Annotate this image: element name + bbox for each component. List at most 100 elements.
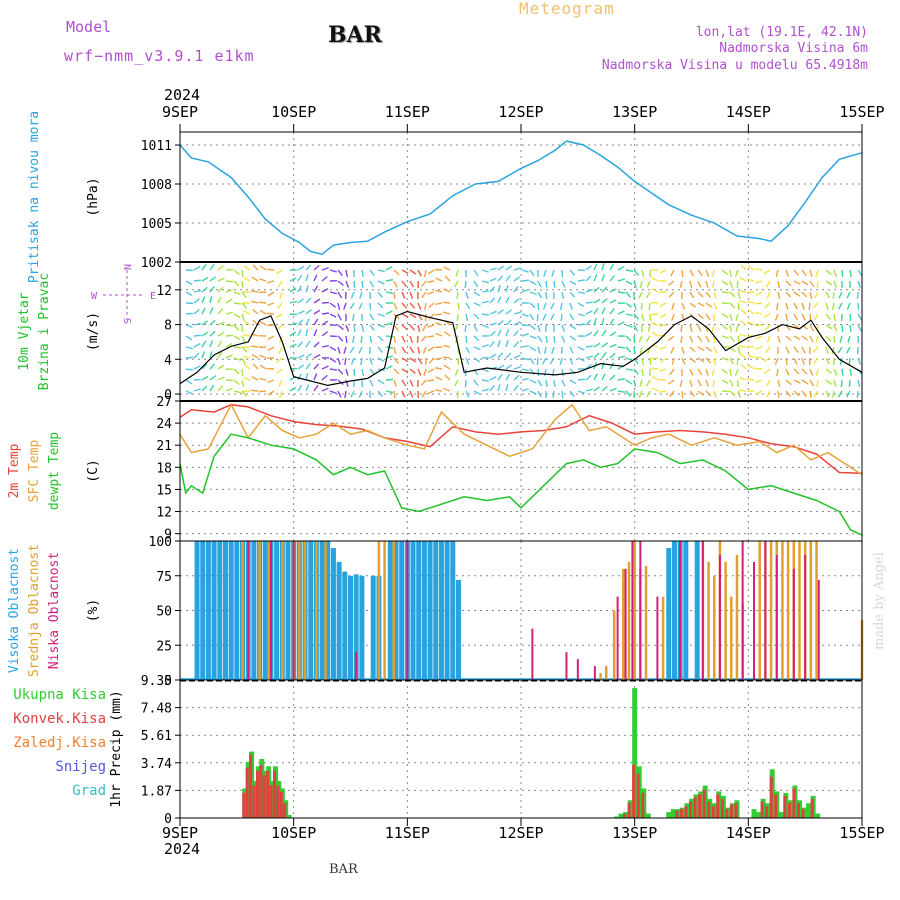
wind-arrow [289, 343, 297, 348]
cloud-bar-2 [631, 541, 634, 680]
wind-arrow [337, 357, 341, 365]
wind-arrow [785, 335, 792, 342]
wind-arrow [217, 331, 225, 337]
cloud-bar-1 [267, 541, 270, 680]
wind-arrow [401, 280, 407, 287]
wind-arrow [569, 357, 574, 365]
wind-arrow [393, 335, 397, 344]
wind-arrow [409, 324, 416, 331]
wind-arrow [833, 379, 837, 387]
precip-bar-1 [698, 794, 702, 818]
wind-arrow [785, 346, 790, 354]
wind-arrow [243, 376, 251, 381]
wind-arrow [401, 379, 407, 387]
cloud-bar-2 [292, 541, 295, 680]
cloud-bar-2 [656, 596, 659, 680]
compass-north: N [121, 264, 132, 270]
wind-arrow [668, 291, 675, 298]
wind-arrow [561, 335, 566, 343]
wind-arrow [233, 269, 240, 276]
wind-arrow [689, 379, 693, 387]
cloud-bar-1 [298, 541, 301, 680]
wind-arrow [473, 302, 481, 307]
wind-arrow [808, 302, 811, 311]
cloud-bar-0 [228, 541, 234, 680]
wind-arrow [393, 368, 400, 375]
wind-arrow [543, 368, 547, 376]
wind-arrow [443, 266, 451, 271]
wind-arrow [737, 390, 741, 398]
wind-arrow [241, 313, 245, 321]
wind-arrow [529, 335, 537, 340]
wind-arrow [457, 357, 460, 366]
wind-arrow [553, 280, 556, 289]
cloud-bar-0 [450, 541, 456, 680]
y-tick-label-pressure: 1011 [141, 139, 172, 154]
wind-arrow [617, 346, 626, 349]
wind-arrow [369, 335, 373, 343]
wind-arrow [529, 269, 535, 277]
wind-arrow [839, 357, 843, 365]
wind-arrow [774, 313, 779, 321]
precip-bar-1 [707, 801, 711, 818]
wind-arrow [705, 269, 710, 277]
wind-arrow [266, 268, 275, 271]
x-tick-label-bottom: 11SEP [385, 824, 430, 842]
wind-arrow [313, 363, 320, 370]
wind-arrow [729, 335, 735, 343]
wind-arrow [815, 368, 819, 376]
wind-arrow [201, 286, 208, 293]
wind-arrow [747, 309, 755, 315]
wind-arrow [417, 346, 421, 354]
wind-arrow [401, 313, 409, 318]
wind-arrow [793, 346, 799, 354]
wind-arrow [329, 346, 337, 352]
x-tick-label-top: 15SEP [839, 103, 884, 121]
wind-arrow [737, 291, 741, 299]
precip-legend-item: Snijeg [55, 759, 106, 775]
wind-arrow [329, 302, 337, 308]
wind-arrow [369, 291, 372, 300]
precip-bar-1 [801, 809, 805, 818]
wind-arrow [537, 368, 540, 377]
wind-arrow [497, 285, 501, 293]
wind-arrow [559, 357, 563, 365]
wind-arrow [241, 302, 248, 309]
cloud-bar-1 [315, 541, 318, 680]
precip-bar-1 [729, 804, 733, 818]
wind-arrow [537, 335, 543, 343]
wind-arrow [825, 269, 832, 276]
wind-arrow [393, 269, 400, 276]
wind-arrow [193, 378, 202, 381]
wind-arrow [625, 313, 633, 317]
wind-arrow [651, 322, 659, 326]
wind-arrow [233, 313, 241, 319]
panel-frame [179, 400, 863, 542]
compass-south: S [121, 318, 132, 324]
wind-arrow [297, 265, 305, 271]
wind-arrow [251, 300, 259, 304]
precip-bar-0 [756, 812, 762, 818]
cloud-bar-1 [758, 541, 761, 680]
cloud-bar-1 [644, 566, 648, 680]
wind-arrow [297, 329, 302, 337]
precip-bar-0 [751, 809, 757, 818]
wind-arrow [276, 368, 283, 374]
wind-arrow [825, 280, 833, 286]
wind-arrow [385, 310, 393, 315]
wind-arrow [473, 335, 480, 342]
wind-arrow [617, 355, 625, 359]
wind-arrow [838, 302, 843, 310]
y-tick-label-temperature: 27 [156, 395, 172, 410]
wind-arrow [801, 379, 809, 385]
wind-arrow [241, 280, 244, 289]
wind-arrow [259, 377, 267, 381]
wind-arrow [754, 324, 763, 327]
wind-arrow [801, 280, 809, 286]
wind-arrow [825, 302, 829, 310]
wind-arrow [801, 313, 806, 321]
wind-arrow [444, 374, 451, 381]
wind-arrow [705, 280, 709, 288]
wind-arrow [593, 352, 600, 359]
cloud-bar-0 [308, 541, 314, 680]
